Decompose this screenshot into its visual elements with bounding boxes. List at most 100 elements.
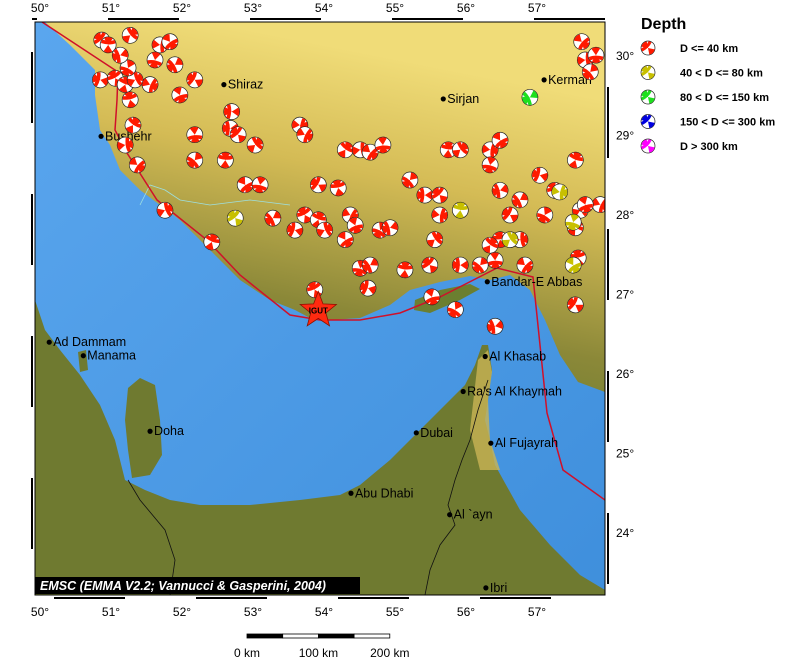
city-marker-icon	[482, 353, 488, 360]
beachball-nodal	[455, 257, 460, 273]
beachball-compression	[149, 52, 161, 68]
earthquake-focal-mechanism-icon	[296, 126, 314, 144]
beachball-nodal	[252, 184, 267, 192]
beachball-compression	[422, 257, 438, 273]
beachball-nodal	[439, 208, 446, 223]
beachball-compression	[317, 223, 333, 237]
beachball-nodal	[482, 164, 497, 172]
lon-tick-label-bottom: 55°	[386, 605, 404, 619]
beachball-compression	[641, 41, 655, 55]
lon-tick-label-top: 56°	[457, 1, 475, 15]
earthquake-focal-mechanism-icon	[128, 156, 146, 174]
earthquake-focal-mechanism-icon	[481, 156, 499, 174]
earthquake-focal-mechanism-icon	[166, 56, 184, 74]
beachball-compression	[332, 180, 344, 196]
beachball-nodal	[536, 213, 551, 223]
river	[139, 184, 291, 206]
city-label: Al Khasab	[489, 350, 546, 364]
lon-tick-label-top: 57°	[528, 1, 546, 15]
beachball-nodal	[340, 236, 354, 248]
beachball-compression	[254, 177, 266, 193]
beachball-compression	[298, 207, 312, 223]
plate-boundary	[41, 22, 605, 501]
beachball-nodal	[457, 141, 469, 155]
earthquake-focal-mechanism-icon	[111, 46, 129, 64]
city-marker-icon	[46, 339, 52, 345]
lon-tick-label-bottom: 52°	[173, 605, 191, 619]
earthquake-focal-mechanism-icon	[516, 256, 534, 274]
earthquake-focal-mechanism-icon	[186, 126, 204, 144]
beachball-compression	[173, 87, 187, 103]
beachball-nodal	[251, 136, 264, 150]
beachball-compression	[187, 152, 203, 168]
earthquake-focal-mechanism-icon	[361, 256, 379, 274]
city-marker-icon	[460, 388, 466, 395]
beachball-nodal	[640, 65, 652, 76]
arabia-land	[35, 300, 605, 595]
beachball-compression	[310, 177, 327, 192]
earthquake-focal-mechanism-icon	[511, 191, 529, 209]
beachball-nodal	[340, 141, 354, 153]
earthquake-focal-mechanism-icon	[381, 219, 399, 237]
beachball-compression	[348, 217, 362, 234]
beachball-compression	[502, 232, 518, 247]
earthquake-focal-mechanism-icon	[121, 91, 139, 109]
lat-tick-label: 26°	[616, 367, 634, 381]
lon-tick-label-bottom: 54°	[315, 605, 333, 619]
earthquake-focal-mechanism-icon	[246, 136, 264, 154]
beachball-compression	[537, 207, 552, 223]
lon-tick-label-bottom: 57°	[528, 605, 546, 619]
beachball-compression	[432, 187, 448, 203]
beachball-compression	[338, 142, 353, 158]
beachball-nodal	[218, 154, 233, 160]
qeshm-island	[414, 284, 480, 313]
earthquake-focal-mechanism-icon	[551, 183, 569, 201]
beachball-compression	[125, 117, 141, 133]
earthquake-focal-mechanism-icon	[223, 103, 241, 121]
beachball-compression	[482, 237, 498, 253]
beachball-nodal	[494, 137, 509, 148]
map-frame-ticks	[31, 18, 609, 599]
beachball-compression	[129, 157, 145, 173]
beachball-nodal	[472, 261, 485, 274]
lon-tick-label-top: 55°	[386, 1, 404, 15]
earthquake-focal-mechanism-icon	[171, 86, 189, 104]
depth-legend: Depth D <= 40 km 40 < D <= 80 km 80 < D <= …	[640, 16, 775, 154]
earthquake-focal-mechanism-icon	[447, 301, 464, 318]
earthquake-focal-mechanism-icon	[566, 151, 584, 169]
city-marker-icon	[413, 430, 419, 436]
beachball-compression	[230, 127, 246, 143]
city-label: Shiraz	[228, 78, 263, 92]
city-marker-icon	[147, 428, 153, 434]
city-label: Bushehr	[105, 129, 152, 143]
earthquake-focal-mechanism-icon	[361, 143, 379, 161]
city-label: Ad Dammam	[53, 335, 126, 349]
beachball-nodal	[522, 91, 532, 106]
beachball-compression	[121, 60, 135, 76]
beachball-nodal	[640, 90, 652, 101]
earthquake-focal-mechanism-icon	[576, 196, 594, 214]
scale-bar: 0 km 100 km 200 km	[234, 633, 409, 658]
depth-legend-beachball-icon	[640, 138, 656, 154]
city-label: Bandar-E Abbas	[491, 275, 582, 289]
beachball-compression	[382, 221, 398, 234]
earthquake-focal-mechanism-icon	[124, 116, 142, 134]
earthquake-focal-mechanism-icon	[566, 296, 584, 314]
beachball-compression	[574, 34, 590, 50]
city-marker-icon	[80, 353, 86, 359]
city-label: Al `ayn	[454, 508, 493, 522]
earthquake-focal-mechanism-icon	[481, 236, 499, 254]
earthquake-focal-mechanism-icon	[451, 256, 469, 274]
beachball-compression	[579, 196, 592, 213]
earthquake-focal-mechanism-icon	[431, 206, 449, 224]
earthquake-focal-mechanism-icon	[116, 136, 134, 154]
beachball-compression	[552, 186, 568, 198]
beachball-nodal	[133, 71, 143, 86]
earthquake-focal-mechanism-icon	[491, 182, 509, 199]
credit-box	[35, 577, 360, 594]
beachball-nodal	[361, 280, 369, 295]
earthquake-focal-mechanism-icon	[186, 71, 204, 89]
earthquake-focal-mechanism-icon	[581, 63, 599, 81]
beachball-nodal	[375, 145, 391, 151]
beachball-nodal	[520, 232, 526, 247]
